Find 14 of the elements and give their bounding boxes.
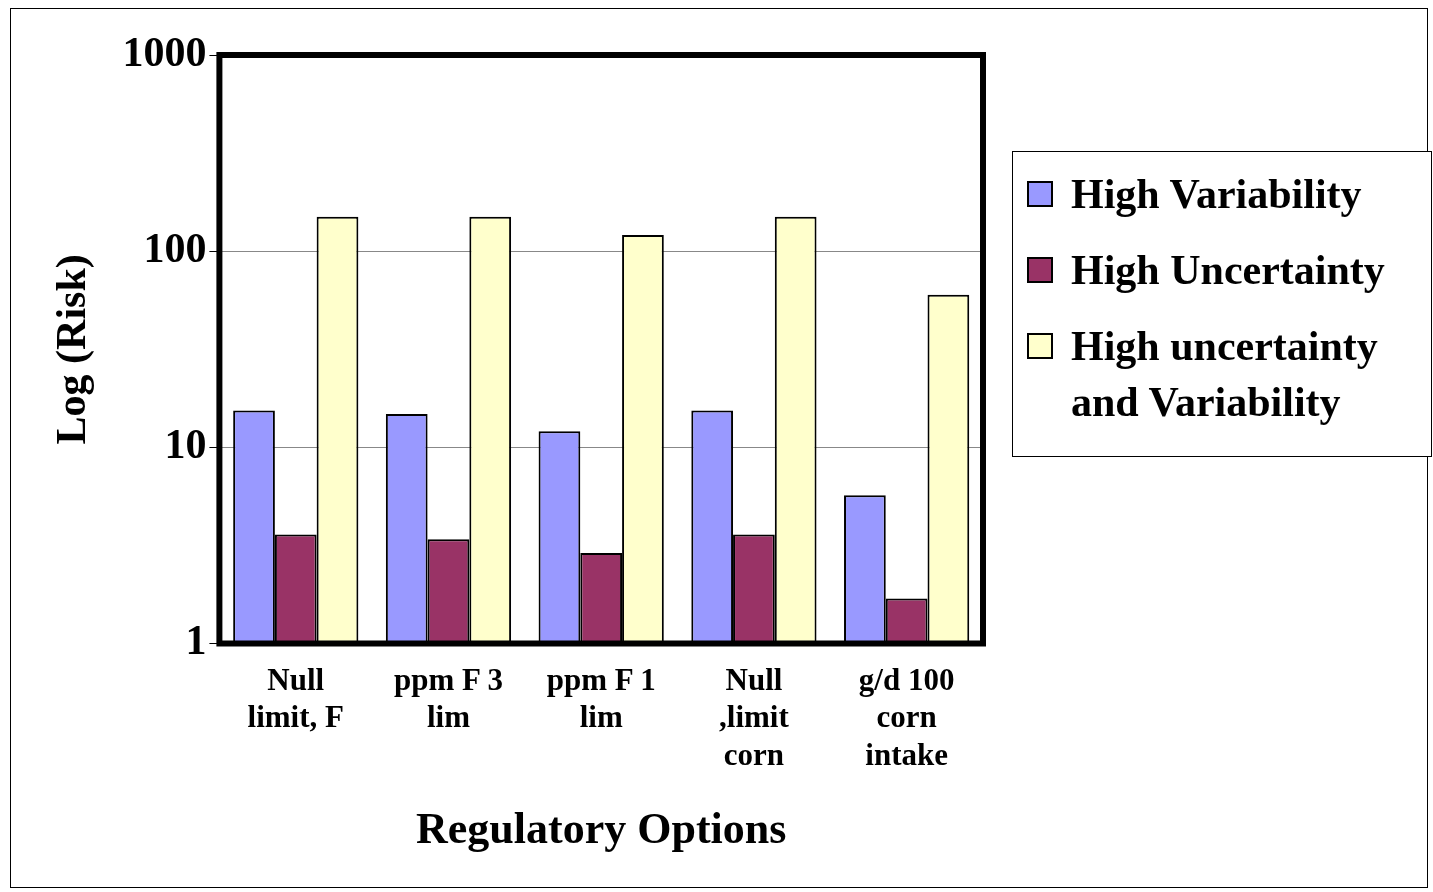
x-tick-label: Null ,limit corn: [719, 662, 790, 772]
legend-label: High Variability: [1071, 170, 1363, 219]
x-tick-label: ppm F 1 lim: [546, 662, 656, 735]
y-axis-title: Log (Risk): [48, 254, 96, 445]
y-tick-label: 1: [185, 617, 207, 664]
y-tick-label: 1000: [122, 28, 207, 75]
y-tick-label: 10: [164, 421, 207, 468]
legend-label: High uncertainty and Variability: [1071, 322, 1379, 427]
x-tick-label: Null limit, F: [247, 662, 344, 735]
legend-label: High Uncertainty: [1071, 246, 1386, 295]
x-tick-label: g/d 100 corn intake: [858, 662, 955, 772]
x-axis-title: Regulatory Options: [416, 803, 787, 853]
y-tick-label: 100: [143, 225, 207, 272]
x-tick-label: ppm F 3 lim: [393, 662, 504, 735]
